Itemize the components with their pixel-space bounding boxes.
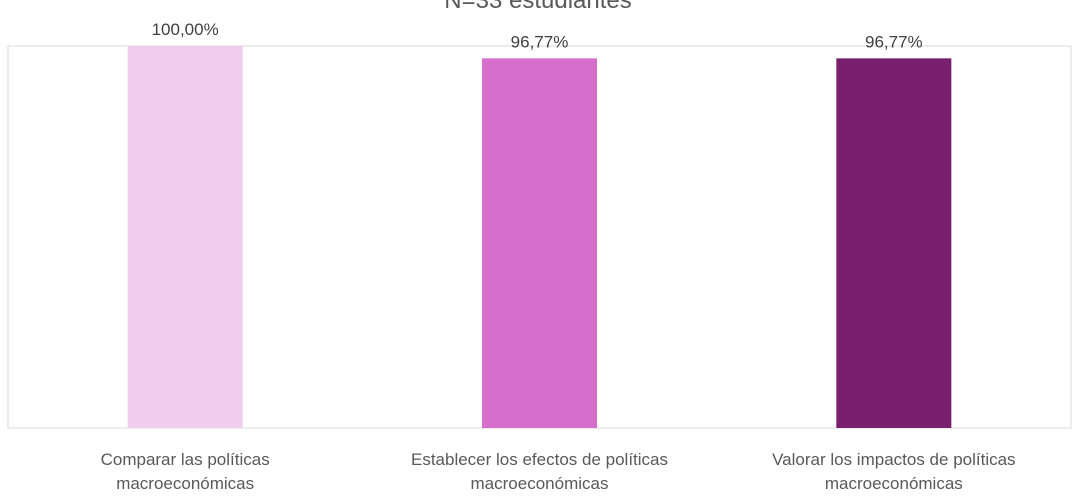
category-label-3-line-2: macroeconómicas [825, 474, 963, 493]
category-label-1-line-1: Comparar las políticas [101, 450, 270, 469]
data-labels-layer: 100,00% 96,77% 96,77% [152, 20, 923, 51]
data-label-3: 96,77% [865, 32, 923, 51]
category-label-1-line-2: macroeconómicas [116, 474, 254, 493]
bar-2 [482, 58, 597, 429]
bar-3 [836, 58, 952, 429]
category-label-3-line-1: Valorar los impactos de políticas [772, 450, 1015, 469]
chart-title: N=33 estudiantes [444, 0, 631, 14]
bar-1 [127, 46, 243, 428]
category-label-2-line-1: Establecer los efectos de políticas [411, 450, 668, 469]
category-axis: Comparar las políticas macroeconómicas Est… [101, 450, 1016, 493]
bars-layer [127, 46, 952, 429]
category-label-2-line-2: macroeconómicas [471, 474, 609, 493]
data-label-2: 96,77% [511, 32, 569, 51]
data-label-1: 100,00% [152, 20, 219, 39]
